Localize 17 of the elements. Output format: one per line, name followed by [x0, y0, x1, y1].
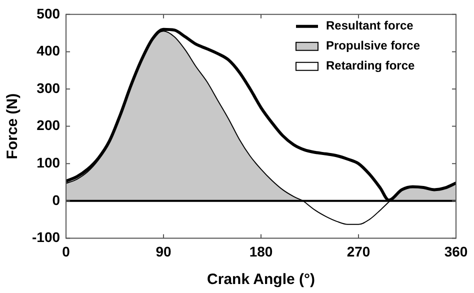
- x-tick-label: 0: [62, 243, 70, 260]
- y-tick-label: 400: [36, 42, 60, 59]
- x-tick-label: 180: [249, 243, 273, 260]
- y-tick-label: 100: [36, 154, 60, 170]
- x-axis-title: Crank Angle (°): [207, 271, 315, 288]
- legend-label: Resultant force: [326, 18, 414, 33]
- legend-label: Retarding force: [326, 58, 416, 73]
- y-tick-label: 300: [36, 80, 60, 96]
- y-tick-label: -100: [32, 229, 60, 246]
- legend-label: Propulsive force: [326, 38, 420, 53]
- y-tick-label: 200: [36, 117, 60, 134]
- x-tick-label: 360: [444, 243, 468, 260]
- y-tick-label: 0: [52, 192, 60, 208]
- x-tick-label: 90: [156, 243, 172, 260]
- y-axis-title: Force (N): [4, 93, 22, 160]
- y-tick-label: 500: [36, 5, 60, 22]
- x-tick-label: 270: [346, 243, 370, 260]
